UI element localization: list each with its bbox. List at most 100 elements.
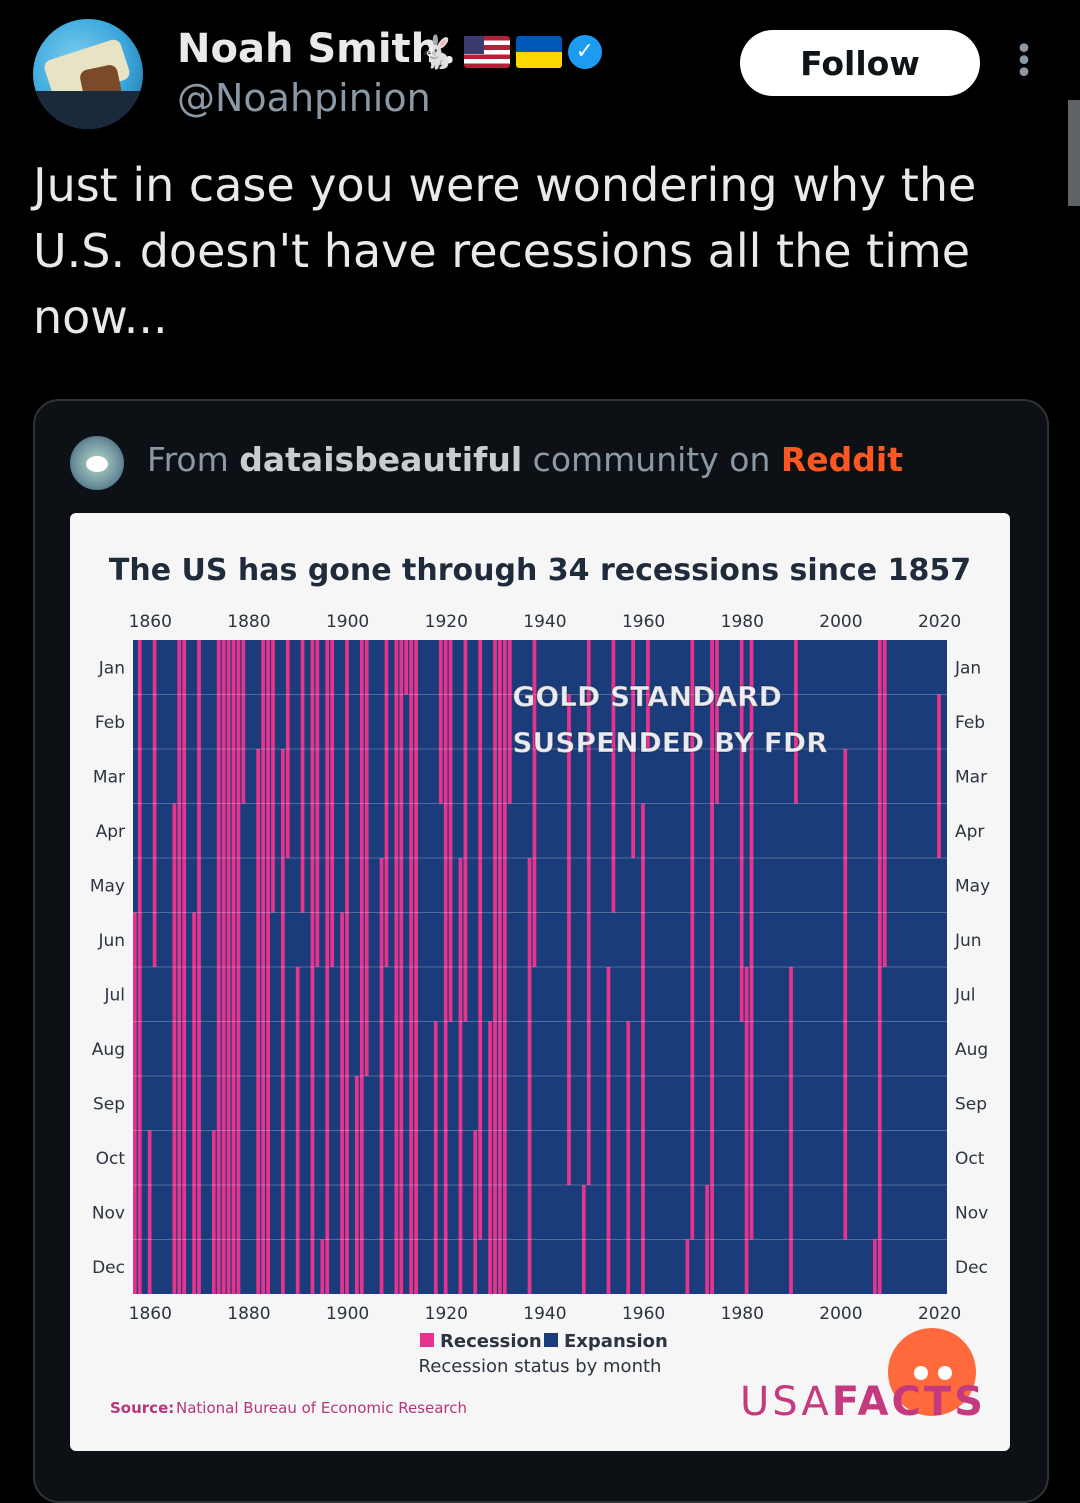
- heatmap-cell: [808, 1239, 813, 1294]
- heatmap-cell: [868, 749, 872, 804]
- heatmap-cell: [680, 1021, 685, 1076]
- heatmap-cell: [873, 967, 877, 1022]
- heatmap-cell: [527, 640, 532, 695]
- heatmap-cell: [596, 1185, 601, 1240]
- heatmap-cell: [581, 967, 586, 1022]
- heatmap-cell: [917, 749, 922, 804]
- heatmap-cell: [463, 803, 468, 858]
- heatmap-cell: [863, 640, 867, 695]
- heatmap-cell: [794, 912, 798, 967]
- heatmap-cell: [414, 1076, 418, 1131]
- community-name[interactable]: dataisbeautiful: [239, 440, 523, 479]
- heatmap-cell: [873, 1185, 877, 1240]
- heatmap-cell: [749, 1185, 754, 1240]
- heatmap-cell: [858, 1021, 862, 1076]
- heatmap-cell: [399, 1021, 404, 1076]
- heatmap-cell: [177, 1239, 182, 1294]
- heatmap-cell: [399, 912, 404, 967]
- heatmap-cell: [907, 694, 912, 749]
- heatmap-cell: [364, 912, 369, 967]
- heatmap-cell: [256, 640, 261, 695]
- heatmap-cell: [473, 858, 478, 913]
- heatmap-cell: [537, 694, 542, 749]
- heatmap-cell: [162, 640, 167, 695]
- heatmap-cell: [799, 967, 803, 1022]
- heatmap-cell: [641, 967, 645, 1022]
- heatmap-cell: [167, 912, 172, 967]
- heatmap-cell: [522, 1185, 527, 1240]
- heatmap-cell: [902, 858, 907, 913]
- heatmap-cell: [665, 1076, 670, 1131]
- heatmap-cell: [216, 803, 221, 858]
- verified-badge-icon[interactable]: ✓: [567, 35, 602, 69]
- more-options-icon[interactable]: • • •: [1015, 32, 1033, 91]
- heatmap-cell: [803, 1239, 808, 1294]
- heatmap-cell: [207, 694, 211, 749]
- heatmap-cell: [167, 694, 172, 749]
- heatmap-cell: [384, 858, 389, 913]
- heatmap-cell: [892, 912, 897, 967]
- heatmap-cell: [355, 640, 359, 695]
- author-handle[interactable]: @Noahpinion: [177, 76, 431, 120]
- heatmap-cell: [912, 1021, 917, 1076]
- heatmap-cell: [261, 640, 265, 695]
- heatmap-cell: [226, 858, 231, 913]
- heatmap-cell: [833, 1130, 838, 1185]
- heatmap-cell: [695, 1239, 700, 1294]
- heatmap-cell: [285, 749, 290, 804]
- heatmap-cell: [345, 803, 349, 858]
- card-source-line[interactable]: From dataisbeautiful community on Reddit: [147, 440, 903, 479]
- heatmap-cell: [281, 1239, 285, 1294]
- heatmap-cell: [764, 749, 769, 804]
- heatmap-cell: [596, 912, 601, 967]
- heatmap-cell: [503, 694, 507, 749]
- heatmap-cell: [488, 694, 492, 749]
- heatmap-cell: [779, 1239, 783, 1294]
- heatmap-cell: [912, 694, 917, 749]
- heatmap-cell: [483, 803, 487, 858]
- heatmap-cell: [172, 1239, 177, 1294]
- heatmap-cell: [433, 1185, 438, 1240]
- heatmap-cell: [300, 640, 305, 695]
- heatmap-cell: [507, 967, 512, 1022]
- heatmap-cell: [424, 1185, 428, 1240]
- heatmap-cell: [690, 749, 695, 804]
- heatmap-cell: [433, 1239, 438, 1294]
- author-name[interactable]: Noah Smith: [177, 26, 440, 72]
- heatmap-cell: [863, 858, 867, 913]
- heatmap-cell: [483, 640, 487, 695]
- heatmap-cell: [784, 803, 788, 858]
- heatmap-cell: [744, 803, 749, 858]
- heatmap-cell: [192, 912, 196, 967]
- heatmap-cell: [803, 1185, 808, 1240]
- heatmap-cell: [922, 912, 927, 967]
- heatmap-cell: [241, 749, 246, 804]
- follow-button[interactable]: Follow: [740, 30, 980, 96]
- heatmap-cell: [799, 1130, 803, 1185]
- heatmap-cell: [211, 749, 216, 804]
- heatmap-cell: [221, 912, 226, 967]
- heatmap-cell: [641, 749, 645, 804]
- heatmap-cell: [197, 1239, 201, 1294]
- heatmap-cell: [907, 803, 912, 858]
- author-avatar[interactable]: [33, 19, 143, 129]
- reddit-link[interactable]: Reddit: [780, 440, 903, 479]
- scrollbar[interactable]: [1068, 100, 1080, 206]
- heatmap-cell: [429, 1130, 433, 1185]
- heatmap-cell: [493, 803, 497, 858]
- heatmap-cell: [739, 640, 744, 695]
- heatmap-cell: [152, 1130, 157, 1185]
- heatmap-cell: [729, 1021, 734, 1076]
- heatmap-cell: [685, 803, 690, 858]
- heatmap-cell: [547, 640, 552, 695]
- chart-image[interactable]: The US has gone through 34 recessions si…: [70, 513, 1010, 1451]
- heatmap-cell: [172, 967, 177, 1022]
- heatmap-cell: [483, 694, 487, 749]
- heatmap-cell: [863, 1239, 867, 1294]
- community-avatar-icon[interactable]: [70, 436, 124, 490]
- heatmap-cell: [409, 1076, 413, 1131]
- heatmap-cell: [917, 912, 922, 967]
- heatmap-cell: [350, 967, 354, 1022]
- heatmap-cell: [359, 803, 364, 858]
- heatmap-cell: [364, 803, 369, 858]
